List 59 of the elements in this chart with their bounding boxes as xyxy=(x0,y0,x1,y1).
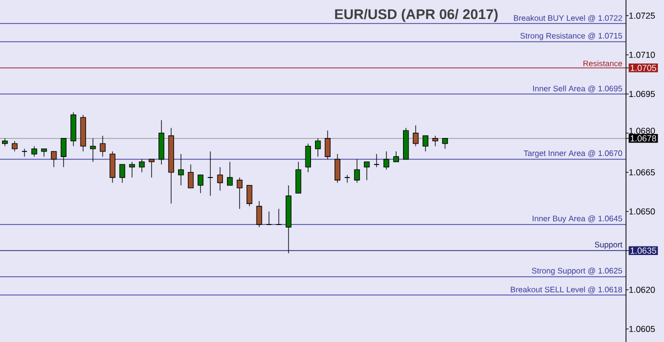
candlestick xyxy=(226,162,233,186)
ref-line-label: Breakout BUY Level @ 1.0722 xyxy=(514,14,622,22)
ref-line-label: Strong Support @ 1.0625 xyxy=(532,268,622,276)
candlestick xyxy=(12,140,18,152)
y-tick-label: 1.0665 xyxy=(629,169,655,176)
candlestick xyxy=(90,138,96,162)
candlestick xyxy=(334,154,340,184)
candlestick xyxy=(50,151,57,168)
candlestick xyxy=(41,148,47,157)
candlestick xyxy=(364,162,370,180)
candlestick xyxy=(178,154,184,186)
ref-line-label: Resistance xyxy=(584,60,622,66)
candlestick xyxy=(198,174,204,194)
y-tick-label: 1.0620 xyxy=(629,286,655,293)
candlestick xyxy=(295,162,302,194)
text: EUR/USD (APR 06/ 2017) xyxy=(335,8,498,22)
y-tick-label: 1.0678 xyxy=(630,135,656,142)
candlestick xyxy=(374,154,380,168)
candlestick xyxy=(188,164,194,188)
candlestick xyxy=(324,130,331,160)
candlestick xyxy=(21,148,28,157)
candlestick xyxy=(432,135,438,147)
candlestick xyxy=(246,185,252,207)
y-tick-label: 1.0710 xyxy=(629,52,655,58)
y-tick-label: 1.0680 xyxy=(629,128,655,134)
ref-line-label: Strong Resistance @ 1.0715 xyxy=(520,32,622,40)
candlestick xyxy=(393,151,400,162)
candlestick xyxy=(110,151,116,184)
y-tick-label: 1.0705 xyxy=(630,64,656,71)
candlestick xyxy=(119,164,126,184)
candlestick xyxy=(236,177,243,210)
ref-line-label: Target Inner Area @ 1.0670 xyxy=(524,150,622,158)
candlestick xyxy=(138,158,145,173)
candlestick xyxy=(100,135,106,157)
candlestick xyxy=(207,151,214,196)
candlestick xyxy=(442,138,448,150)
candlestick xyxy=(422,135,428,152)
ref-line-label: Inner Buy Area @ 1.0645 xyxy=(532,215,622,223)
candlestick xyxy=(383,151,390,170)
y-tick-label: 1.0725 xyxy=(629,12,655,19)
ref-line-label: Breakout SELL Level @ 1.0618 xyxy=(510,286,622,294)
candlestick xyxy=(315,138,321,157)
candlestick xyxy=(148,158,154,178)
y-tick-label: 1.0695 xyxy=(629,90,655,98)
candlestick xyxy=(217,166,223,191)
candlestick xyxy=(60,138,66,168)
candlestick xyxy=(305,143,311,173)
candlestick xyxy=(31,146,38,157)
ref-line-label: Support xyxy=(594,242,622,250)
candlestick xyxy=(412,124,419,147)
y-tick-label: 1.0650 xyxy=(629,208,655,215)
y-tick-label: 1.0605 xyxy=(629,326,655,332)
candlestick xyxy=(276,208,282,225)
candlestick xyxy=(256,200,262,228)
candlestick xyxy=(266,211,272,225)
candlestick xyxy=(129,162,135,178)
y-tick-label: 1.0635 xyxy=(630,248,656,254)
ref-line-label: Inner Sell Area @ 1.0695 xyxy=(533,85,622,92)
candlestick xyxy=(354,158,360,184)
